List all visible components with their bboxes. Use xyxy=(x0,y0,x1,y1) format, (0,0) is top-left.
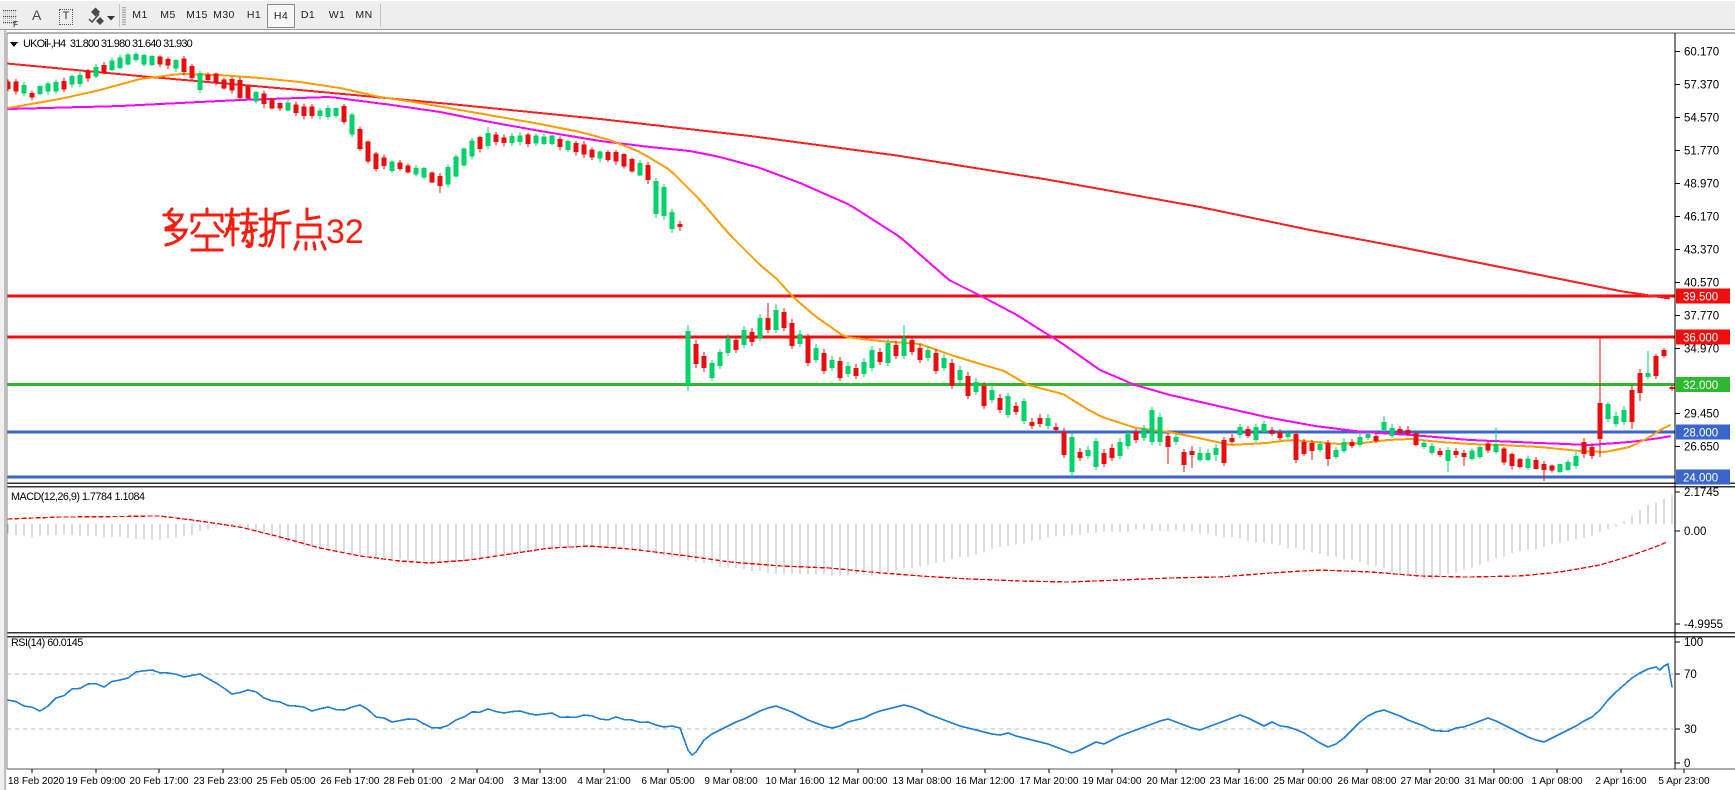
svg-text:25 Mar 00:00: 25 Mar 00:00 xyxy=(1274,776,1333,787)
svg-text:34.970: 34.970 xyxy=(1684,343,1719,355)
svg-text:RSI(14) 60.0145: RSI(14) 60.0145 xyxy=(11,637,83,649)
svg-text:2.1745: 2.1745 xyxy=(1684,487,1719,499)
svg-text:100: 100 xyxy=(1684,637,1703,649)
svg-text:46.170: 46.170 xyxy=(1684,211,1719,223)
svg-text:12 Mar 00:00: 12 Mar 00:00 xyxy=(829,776,888,787)
svg-text:19 Feb 09:00: 19 Feb 09:00 xyxy=(67,776,126,787)
svg-text:48.970: 48.970 xyxy=(1684,178,1719,190)
svg-text:32.000: 32.000 xyxy=(1683,380,1718,392)
svg-text:10 Mar 16:00: 10 Mar 16:00 xyxy=(766,776,825,787)
svg-text:1 Apr 08:00: 1 Apr 08:00 xyxy=(1531,776,1583,787)
svg-text:24.000: 24.000 xyxy=(1683,473,1718,485)
svg-text:19 Mar 04:00: 19 Mar 04:00 xyxy=(1083,776,1142,787)
svg-text:20 Mar 12:00: 20 Mar 12:00 xyxy=(1147,776,1206,787)
svg-text:4 Mar 21:00: 4 Mar 21:00 xyxy=(577,776,631,787)
svg-text:57.370: 57.370 xyxy=(1684,80,1719,92)
svg-text:13 Mar 08:00: 13 Mar 08:00 xyxy=(893,776,952,787)
svg-text:UKOil-,H4 31.800 31.980 31.64: UKOil-,H4 31.800 31.980 31.640 31.930 xyxy=(23,38,193,50)
svg-text:6 Mar 05:00: 6 Mar 05:00 xyxy=(641,776,695,787)
svg-text:39.500: 39.500 xyxy=(1683,292,1718,304)
svg-text:28.000: 28.000 xyxy=(1683,428,1718,440)
svg-text:2 Apr 16:00: 2 Apr 16:00 xyxy=(1595,776,1647,787)
svg-text:5 Apr 23:00: 5 Apr 23:00 xyxy=(1658,776,1710,787)
svg-text:30: 30 xyxy=(1684,724,1697,736)
svg-text:0: 0 xyxy=(1684,758,1690,770)
svg-text:F: F xyxy=(13,19,18,29)
svg-text:0.00: 0.00 xyxy=(1684,526,1706,538)
svg-text:-4.9955: -4.9955 xyxy=(1684,619,1723,631)
svg-text:43.370: 43.370 xyxy=(1684,244,1719,256)
svg-text:37.770: 37.770 xyxy=(1684,310,1719,322)
svg-text:60.170: 60.170 xyxy=(1684,47,1719,59)
svg-text:36.000: 36.000 xyxy=(1683,333,1718,345)
svg-text:MACD(12,26,9) 1.7784 1.1084: MACD(12,26,9) 1.7784 1.1084 xyxy=(11,491,145,503)
svg-text:51.770: 51.770 xyxy=(1684,145,1719,157)
svg-text:70: 70 xyxy=(1684,669,1697,681)
svg-text:26 Feb 17:00: 26 Feb 17:00 xyxy=(321,776,380,787)
svg-text:26 Mar 08:00: 26 Mar 08:00 xyxy=(1338,776,1397,787)
svg-text:54.570: 54.570 xyxy=(1684,113,1719,125)
svg-text:27 Mar 20:00: 27 Mar 20:00 xyxy=(1401,776,1460,787)
svg-text:23 Feb 23:00: 23 Feb 23:00 xyxy=(194,776,253,787)
svg-text:25 Feb 05:00: 25 Feb 05:00 xyxy=(257,776,316,787)
svg-text:3 Mar 13:00: 3 Mar 13:00 xyxy=(513,776,567,787)
svg-text:32: 32 xyxy=(326,213,364,251)
svg-text:31 Mar 00:00: 31 Mar 00:00 xyxy=(1465,776,1524,787)
svg-text:9 Mar 08:00: 9 Mar 08:00 xyxy=(704,776,758,787)
svg-text:23 Mar 16:00: 23 Mar 16:00 xyxy=(1210,776,1269,787)
svg-text:17 Mar 20:00: 17 Mar 20:00 xyxy=(1020,776,1079,787)
svg-text:29.450: 29.450 xyxy=(1684,408,1719,420)
svg-text:16 Mar 12:00: 16 Mar 12:00 xyxy=(956,776,1015,787)
svg-text:2 Mar 04:00: 2 Mar 04:00 xyxy=(450,776,504,787)
svg-text:40.570: 40.570 xyxy=(1684,277,1719,289)
svg-text:20 Feb 17:00: 20 Feb 17:00 xyxy=(130,776,189,787)
svg-text:28 Feb 01:00: 28 Feb 01:00 xyxy=(384,776,443,787)
svg-text:18 Feb 2020: 18 Feb 2020 xyxy=(8,776,65,787)
svg-text:26.650: 26.650 xyxy=(1684,441,1719,453)
